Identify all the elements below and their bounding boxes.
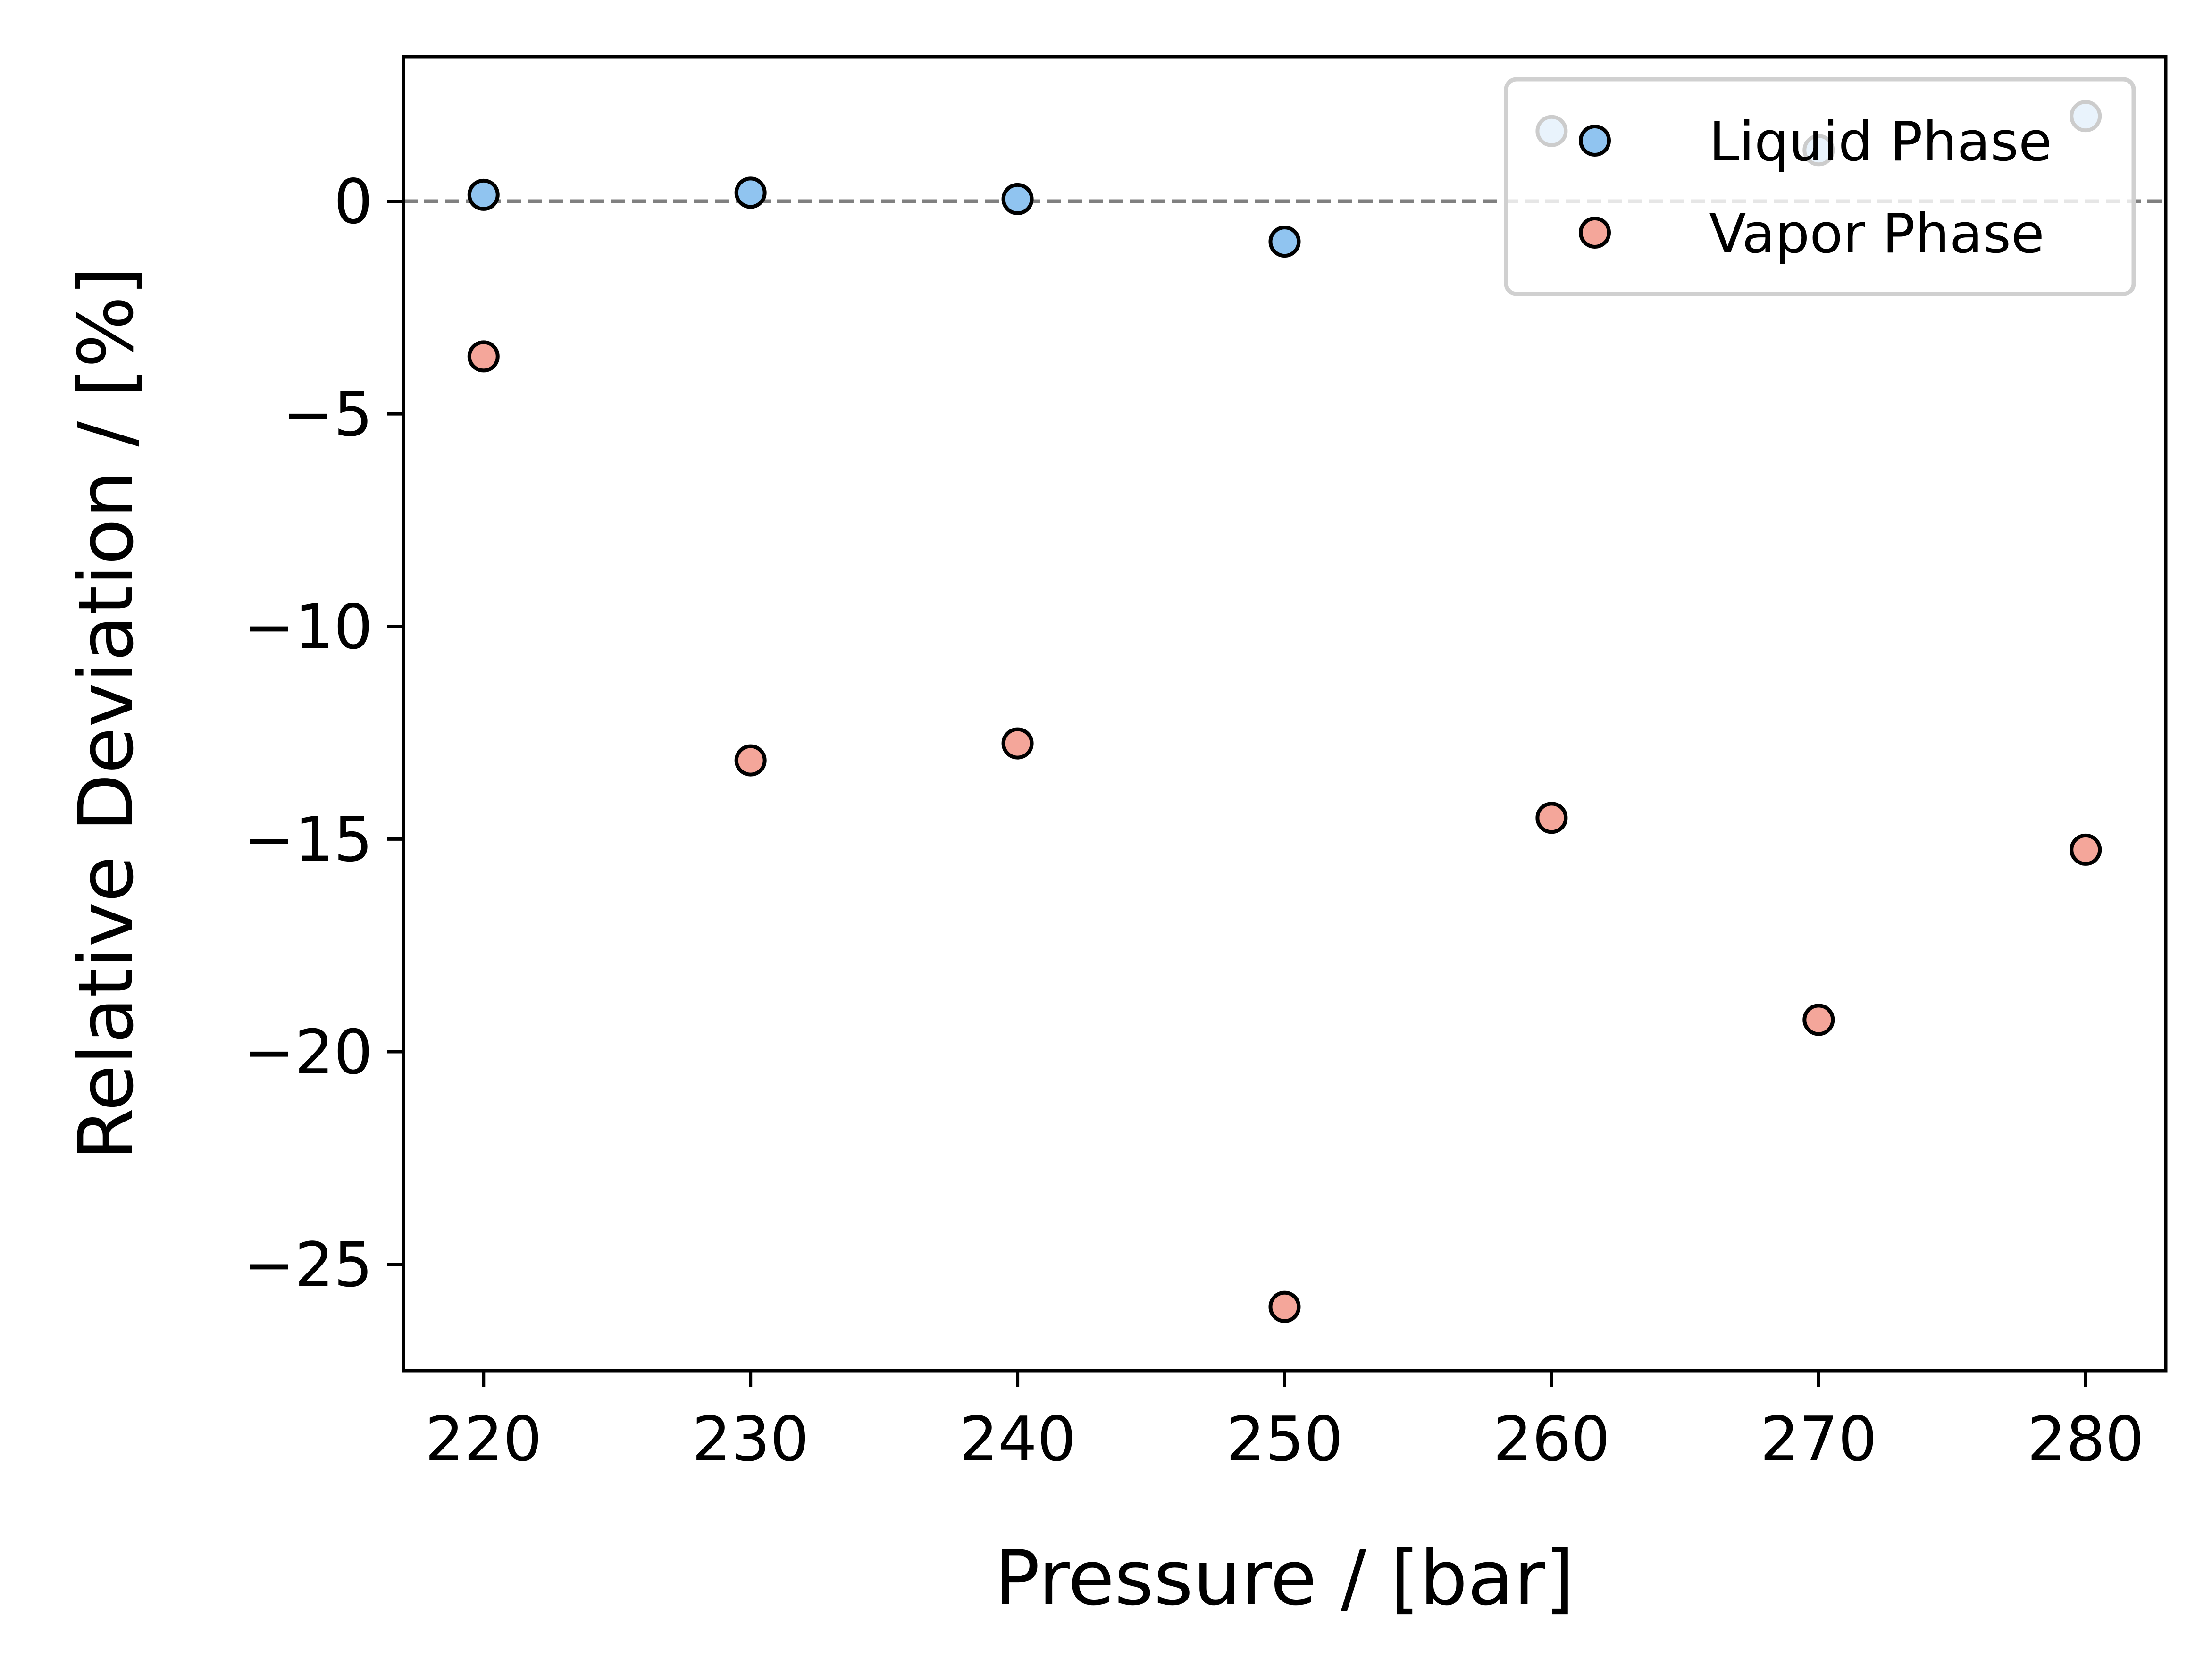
y-tick-label: −20 (243, 1016, 373, 1088)
x-tick-label: 260 (1493, 1403, 1610, 1475)
data-point-vapor-phase (1268, 1290, 1301, 1323)
legend-marker-vapor-phase (1579, 217, 1611, 249)
legend-label-vapor-phase: Vapor Phase (1709, 202, 2044, 266)
x-tick-label: 270 (1760, 1403, 1877, 1475)
y-axis-ticks: 0 −5 −10 −15 −20 −25 (243, 166, 403, 1301)
data-point-vapor-phase (1802, 1004, 1835, 1036)
data-point-liquid-phase (1001, 183, 1034, 215)
data-point-liquid-phase (1268, 226, 1301, 258)
data-point-vapor-phase (2070, 833, 2102, 866)
x-tick-label: 280 (2027, 1403, 2144, 1475)
data-point-liquid-phase (467, 178, 500, 211)
data-point-vapor-phase (734, 744, 767, 777)
x-tick-label: 220 (425, 1403, 542, 1475)
x-tick-label: 240 (959, 1403, 1076, 1475)
data-point-vapor-phase (467, 340, 500, 373)
legend: Liquid Phase Vapor Phase (1504, 77, 2136, 296)
x-tick-label: 230 (692, 1403, 809, 1475)
data-point-vapor-phase (1001, 727, 1034, 760)
y-axis-title: Relative Deviation / [%] (62, 267, 150, 1160)
x-axis-ticks: 220 230 240 250 260 270 280 (425, 1371, 2144, 1475)
x-axis-title: Pressure / [bar] (994, 1534, 1574, 1622)
legend-marker-liquid-phase (1579, 125, 1611, 157)
y-tick-label: −10 (243, 591, 373, 663)
y-tick-label: 0 (334, 166, 373, 237)
legend-label-liquid-phase: Liquid Phase (1709, 110, 2052, 174)
data-point-vapor-phase (1535, 802, 1568, 834)
x-tick-label: 250 (1226, 1403, 1343, 1475)
y-tick-label: −25 (243, 1229, 373, 1301)
legend-box (1504, 77, 2136, 296)
data-point-liquid-phase (734, 176, 767, 209)
y-tick-label: −15 (243, 804, 373, 875)
y-tick-label: −5 (282, 378, 373, 450)
